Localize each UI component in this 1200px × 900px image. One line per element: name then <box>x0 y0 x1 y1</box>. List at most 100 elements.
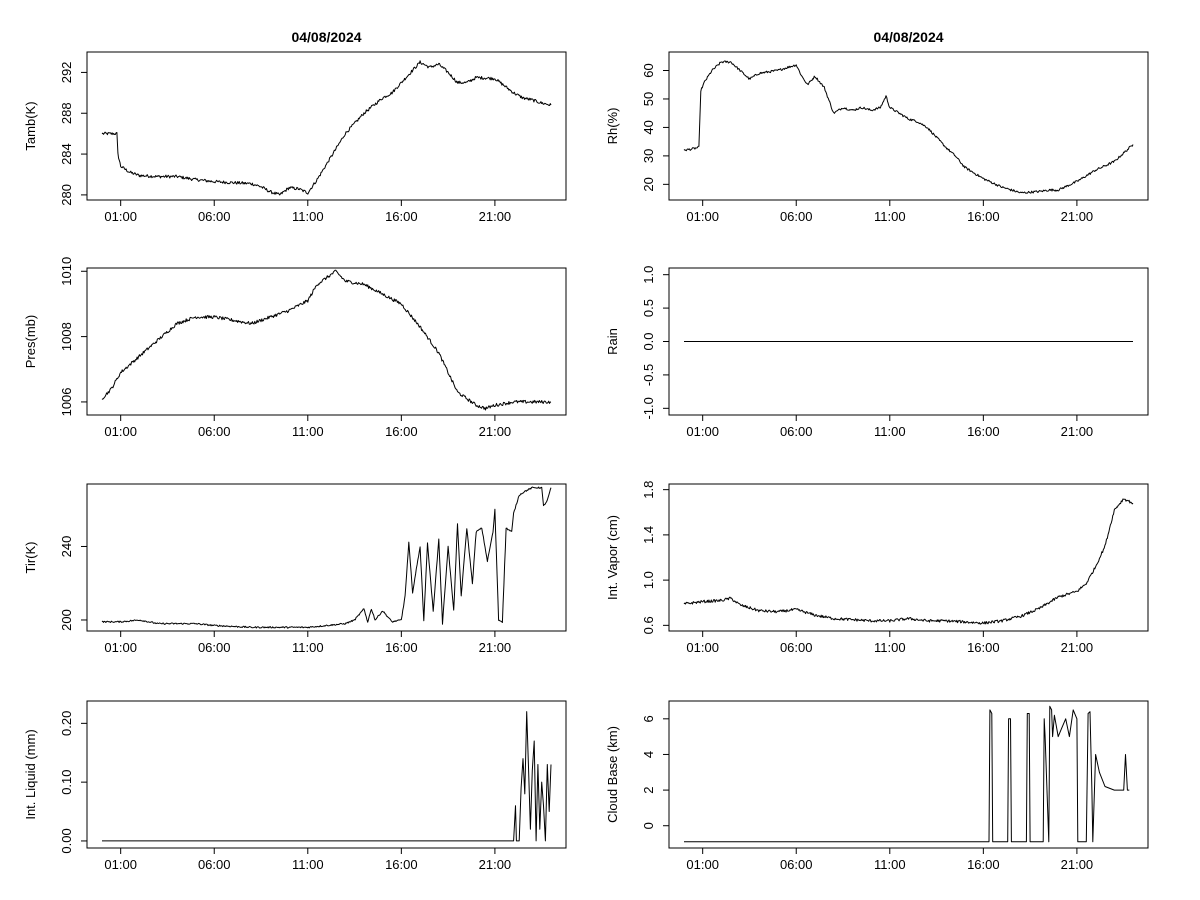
y-tick-label: 1.4 <box>641 526 656 544</box>
plot-frame <box>86 483 567 632</box>
panel-intliquid: 01:00 06:00 11:00 16:00 21:00 0.00 0.10 0.20 Int… <box>23 700 567 872</box>
x-tick-label: 06:00 <box>198 640 231 655</box>
y-axis-label: Pres(mb) <box>23 315 38 368</box>
series-line-tir <box>101 486 552 629</box>
y-tick-label: -0.5 <box>641 364 656 386</box>
panel-rh: 04/08/2024 01:00 06:00 11:00 16:00 21:00 20 30 4… <box>605 29 1149 224</box>
y-tick-label: 1010 <box>59 257 74 286</box>
series-line-rh <box>683 60 1134 194</box>
panel-tamb: 04/08/2024 01:00 06:00 11:00 16:00 21:00 280 28… <box>23 29 567 224</box>
chart-title: 04/08/2024 <box>291 29 361 45</box>
y-tick-label: 0.20 <box>59 711 74 736</box>
x-tick-label: 06:00 <box>198 857 231 872</box>
y-tick-label: 0.10 <box>59 769 74 794</box>
panel-rain: 01:00 06:00 11:00 16:00 21:00 -1.0 -0.5 0.0 0.5 1… <box>605 266 1149 439</box>
series-line-intvapor <box>683 498 1134 625</box>
x-tick-label: 01:00 <box>104 424 137 439</box>
plot-frame <box>86 267 567 416</box>
y-axis-label: Rh(%) <box>605 108 620 145</box>
x-tick-label: 06:00 <box>780 857 813 872</box>
x-tick-label: 16:00 <box>385 424 418 439</box>
y-tick-label: 288 <box>59 102 74 124</box>
y-axis-label: Cloud Base (km) <box>605 726 620 823</box>
x-tick-label: 01:00 <box>686 424 719 439</box>
series-line-pres <box>101 269 552 411</box>
x-tick-label: 01:00 <box>686 209 719 224</box>
x-tick-label: 06:00 <box>780 209 813 224</box>
x-tick-label: 11:00 <box>292 209 324 224</box>
y-tick-label: 0 <box>641 822 656 829</box>
x-tick-label: 06:00 <box>198 424 231 439</box>
x-tick-label: 16:00 <box>967 424 1000 439</box>
y-tick-label: 6 <box>641 715 656 722</box>
y-tick-label: 20 <box>641 177 656 191</box>
panel-pres: 01:00 06:00 11:00 16:00 21:00 1006 1008 1010 Pre… <box>23 257 567 439</box>
y-tick-label: 1008 <box>59 322 74 351</box>
x-tick-label: 21:00 <box>1061 640 1094 655</box>
y-tick-label: 240 <box>59 536 74 558</box>
panel-tir: 01:00 06:00 11:00 16:00 21:00 200 240 Tir(K) <box>23 483 567 655</box>
y-tick-label: 4 <box>641 751 656 758</box>
x-tick-label: 01:00 <box>104 640 137 655</box>
x-tick-label: 16:00 <box>385 857 418 872</box>
y-tick-label: 280 <box>59 184 74 206</box>
y-tick-label: 40 <box>641 120 656 134</box>
x-tick-label: 21:00 <box>1061 857 1094 872</box>
x-tick-label: 21:00 <box>479 209 512 224</box>
x-tick-label: 01:00 <box>686 857 719 872</box>
x-tick-label: 21:00 <box>1061 209 1094 224</box>
y-tick-label: 1.0 <box>641 571 656 589</box>
plot-frame <box>668 700 1149 849</box>
plot-frame <box>668 51 1149 201</box>
y-tick-label: 30 <box>641 149 656 163</box>
y-tick-label: 0.0 <box>641 332 656 350</box>
x-tick-label: 16:00 <box>385 640 418 655</box>
y-tick-label: -1.0 <box>641 397 656 419</box>
y-tick-label: 1006 <box>59 387 74 416</box>
chart-title: 04/08/2024 <box>873 29 943 45</box>
x-tick-label: 01:00 <box>104 209 137 224</box>
y-tick-label: 2 <box>641 786 656 793</box>
plot-frame <box>86 51 567 201</box>
plot-frame <box>668 483 1149 632</box>
y-tick-label: 284 <box>59 143 74 165</box>
y-axis-label: Tir(K) <box>23 541 38 573</box>
x-tick-label: 11:00 <box>874 640 906 655</box>
y-tick-label: 200 <box>59 609 74 631</box>
x-tick-label: 06:00 <box>198 209 231 224</box>
y-tick-label: 1.0 <box>641 266 656 284</box>
x-tick-label: 06:00 <box>780 640 813 655</box>
x-tick-label: 21:00 <box>479 857 512 872</box>
y-axis-label: Int. Liquid (mm) <box>23 729 38 819</box>
series-line-cloudbase <box>684 705 1130 843</box>
x-tick-label: 11:00 <box>292 640 324 655</box>
y-axis-label: Int. Vapor (cm) <box>605 515 620 600</box>
x-tick-label: 21:00 <box>479 640 512 655</box>
y-tick-label: 0.6 <box>641 616 656 634</box>
y-tick-label: 0.5 <box>641 299 656 317</box>
x-tick-label: 16:00 <box>967 857 1000 872</box>
panel-intvapor: 01:00 06:00 11:00 16:00 21:00 0.6 1.0 1.4 1.8 Int… <box>605 481 1149 655</box>
x-tick-label: 01:00 <box>104 857 137 872</box>
x-tick-label: 21:00 <box>479 424 512 439</box>
x-tick-label: 16:00 <box>385 209 418 224</box>
x-tick-label: 11:00 <box>874 209 906 224</box>
y-axis-label: Rain <box>605 328 620 355</box>
y-tick-label: 50 <box>641 92 656 106</box>
x-tick-label: 01:00 <box>686 640 719 655</box>
y-tick-label: 292 <box>59 62 74 84</box>
panel-cloudbase: 01:00 06:00 11:00 16:00 21:00 0 2 4 6 Cloud Base … <box>605 700 1149 872</box>
y-tick-label: 1.8 <box>641 481 656 499</box>
series-line-intliquid <box>102 711 552 842</box>
y-tick-label: 60 <box>641 63 656 77</box>
x-tick-label: 16:00 <box>967 209 1000 224</box>
y-axis-label: Tamb(K) <box>23 101 38 150</box>
plot-frame <box>86 700 567 849</box>
x-tick-label: 06:00 <box>780 424 813 439</box>
x-tick-label: 21:00 <box>1061 424 1094 439</box>
x-tick-label: 11:00 <box>292 857 324 872</box>
x-tick-label: 11:00 <box>874 857 906 872</box>
x-tick-label: 16:00 <box>967 640 1000 655</box>
x-tick-label: 11:00 <box>874 424 906 439</box>
